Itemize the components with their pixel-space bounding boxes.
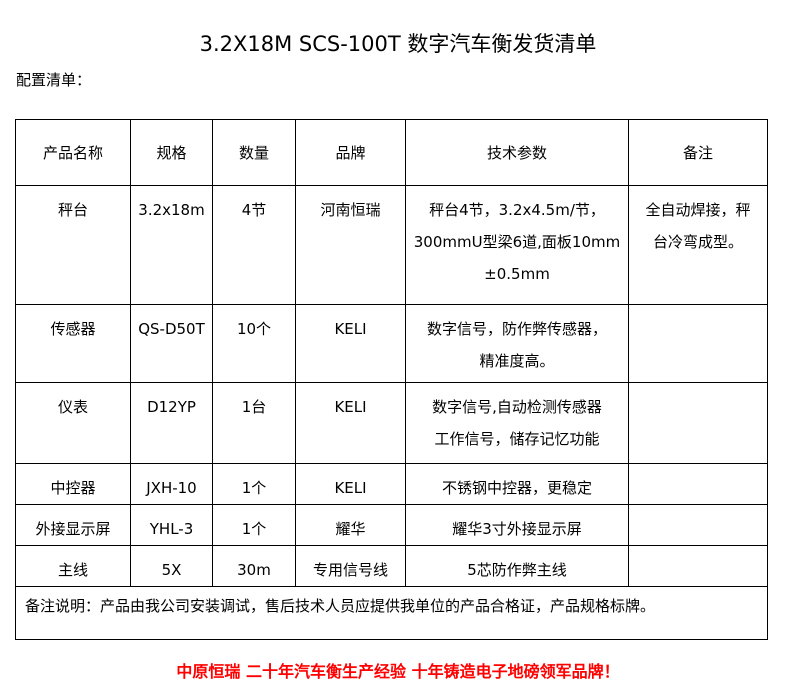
- cell-name: 主线: [15, 545, 131, 587]
- cell-spec: 5X: [130, 545, 213, 587]
- header-cell: 数量: [212, 119, 296, 186]
- table-row: 主线 5X 30m 专用信号线 5芯防作弊主线: [15, 545, 768, 587]
- cell-brand: KELI: [295, 382, 406, 464]
- cell-tech: 数字信号,自动检测传感器 工作信号，储存记忆功能: [405, 382, 629, 464]
- tech-line: 数字信号,自动检测传感器: [432, 398, 602, 416]
- cell-note: [628, 304, 768, 383]
- table-row: 仪表 D12YP 1台 KELI 数字信号,自动检测传感器 工作信号，储存记忆功能: [15, 382, 768, 464]
- cell-note: [628, 382, 768, 464]
- cell-brand: 耀华: [295, 504, 406, 546]
- cell-name: 仪表: [15, 382, 131, 464]
- tech-line: 300mmU型梁6道,面板10mm: [413, 233, 621, 251]
- shipping-list-table: 产品名称 规格 数量 品牌 技术参数 备注 秤台 3.2x18m 4节 河南恒瑞 秤台4…: [15, 119, 768, 640]
- table-header-row: 产品名称 规格 数量 品牌 技术参数 备注: [15, 119, 768, 186]
- tech-line: 精准度高。: [479, 352, 555, 370]
- cell-note: [628, 545, 768, 587]
- cell-name: 传感器: [15, 304, 131, 383]
- cell-tech: 耀华3寸外接显示屏: [405, 504, 629, 546]
- tech-line: 数字信号，防作弊传感器，: [426, 320, 607, 338]
- slogan: 中原恒瑞 二十年汽车衡生产经验 十年铸造电子地磅领军品牌！: [176, 662, 620, 681]
- cell-note: [628, 504, 768, 546]
- cell-qty: 1个: [212, 504, 296, 546]
- tech-line: ±0.5mm: [484, 265, 550, 283]
- cell-tech: 数字信号，防作弊传感器， 精准度高。: [405, 304, 629, 383]
- cell-spec: D12YP: [130, 382, 213, 464]
- tech-line: 不锈钢中控器，更稳定: [441, 479, 592, 497]
- note-line: 台冷弯成型。: [652, 233, 743, 251]
- table-row: 秤台 3.2x18m 4节 河南恒瑞 秤台4节，3.2x4.5m/节， 300mmU型梁6…: [15, 185, 768, 305]
- cell-note: 全自动焊接，秤 台冷弯成型。: [628, 185, 768, 305]
- cell-tech: 5芯防作弊主线: [405, 545, 629, 587]
- tech-line: 5芯防作弊主线: [467, 561, 567, 579]
- table-row: 中控器 JXH-10 1个 KELI 不锈钢中控器，更稳定: [15, 463, 768, 505]
- cell-brand: 河南恒瑞: [295, 185, 406, 305]
- cell-spec: JXH-10: [130, 463, 213, 505]
- cell-qty: 30m: [212, 545, 296, 587]
- cell-spec: YHL-3: [130, 504, 213, 546]
- header-cell: 产品名称: [15, 119, 131, 186]
- cell-brand: KELI: [295, 463, 406, 505]
- header-cell: 品牌: [295, 119, 406, 186]
- header-cell: 技术参数: [405, 119, 629, 186]
- tech-line: 工作信号，储存记忆功能: [434, 430, 600, 448]
- table-row: 外接显示屏 YHL-3 1个 耀华 耀华3寸外接显示屏: [15, 504, 768, 546]
- page-title: 3.2X18M SCS-100T 数字汽车衡发货清单: [199, 32, 597, 56]
- note-line: 全自动焊接，秤: [645, 201, 751, 219]
- cell-tech: 不锈钢中控器，更稳定: [405, 463, 629, 505]
- cell-tech: 秤台4节，3.2x4.5m/节， 300mmU型梁6道,面板10mm ±0.5mm: [405, 185, 629, 305]
- remark-row: 备注说明：产品由我公司安装调试，售后技术人员应提供我单位的产品合格证，产品规格标…: [15, 586, 768, 640]
- tech-line: 耀华3寸外接显示屏: [452, 520, 582, 538]
- tech-line: 秤台4节，3.2x4.5m/节，: [429, 201, 605, 219]
- remark-text: 备注说明：产品由我公司安装调试，售后技术人员应提供我单位的产品合格证，产品规格标…: [15, 586, 768, 640]
- cell-qty: 1台: [212, 382, 296, 464]
- table-row: 传感器 QS-D50T 10个 KELI 数字信号，防作弊传感器， 精准度高。: [15, 304, 768, 383]
- cell-qty: 10个: [212, 304, 296, 383]
- cell-name: 外接显示屏: [15, 504, 131, 546]
- header-cell: 规格: [130, 119, 213, 186]
- cell-brand: KELI: [295, 304, 406, 383]
- cell-spec: 3.2x18m: [130, 185, 213, 305]
- cell-qty: 1个: [212, 463, 296, 505]
- cell-note: [628, 463, 768, 505]
- cell-brand: 专用信号线: [295, 545, 406, 587]
- cell-qty: 4节: [212, 185, 296, 305]
- cell-spec: QS-D50T: [130, 304, 213, 383]
- cell-name: 秤台: [15, 185, 131, 305]
- header-cell: 备注: [628, 119, 768, 186]
- section-label: 配置清单：: [16, 71, 92, 89]
- cell-name: 中控器: [15, 463, 131, 505]
